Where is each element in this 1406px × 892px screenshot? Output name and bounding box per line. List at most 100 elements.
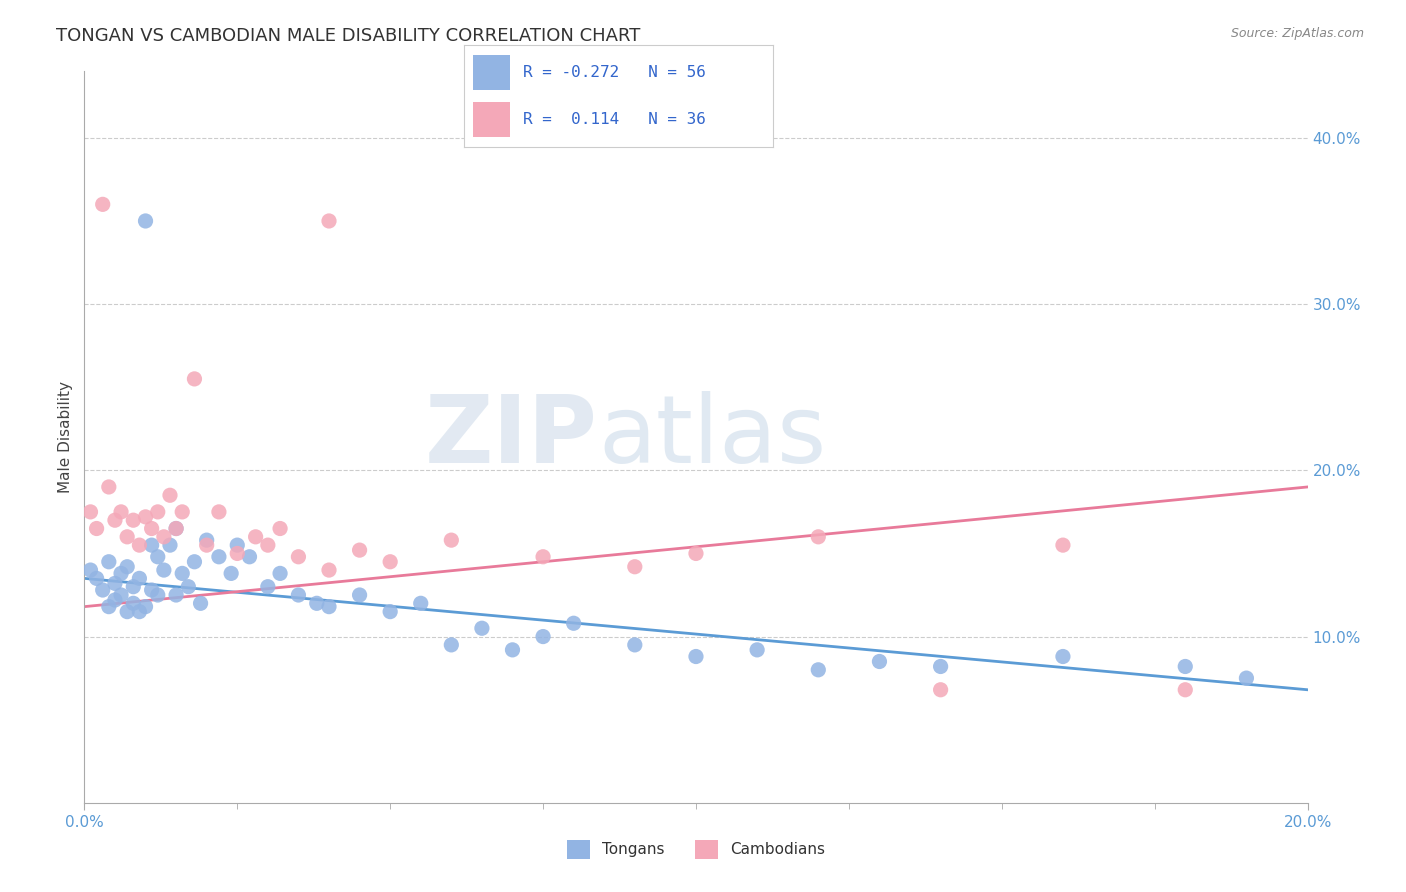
Point bbox=[183, 372, 205, 386]
Point bbox=[146, 588, 169, 602]
Point bbox=[153, 530, 176, 544]
Point bbox=[141, 582, 163, 597]
Point bbox=[104, 576, 127, 591]
Point bbox=[135, 214, 157, 228]
Point bbox=[685, 649, 707, 664]
Point bbox=[165, 521, 187, 535]
Point bbox=[172, 505, 194, 519]
Point bbox=[104, 593, 127, 607]
Point bbox=[122, 596, 145, 610]
Point bbox=[122, 580, 145, 594]
Point bbox=[97, 599, 120, 614]
Y-axis label: Male Disability: Male Disability bbox=[58, 381, 73, 493]
Point bbox=[219, 566, 242, 581]
Point bbox=[190, 596, 212, 610]
Point bbox=[128, 605, 150, 619]
Legend: Tongans, Cambodians: Tongans, Cambodians bbox=[561, 834, 831, 864]
Point bbox=[86, 521, 108, 535]
FancyBboxPatch shape bbox=[474, 55, 510, 90]
Point bbox=[153, 563, 176, 577]
Point bbox=[146, 549, 169, 564]
Point bbox=[349, 543, 371, 558]
Point bbox=[122, 513, 145, 527]
Point bbox=[349, 588, 371, 602]
Point bbox=[257, 538, 280, 552]
Point bbox=[141, 521, 163, 535]
Point bbox=[165, 588, 187, 602]
Point bbox=[869, 655, 891, 669]
Point bbox=[1052, 649, 1074, 664]
Point bbox=[208, 549, 231, 564]
Point bbox=[531, 549, 554, 564]
Point bbox=[562, 616, 585, 631]
Point bbox=[440, 533, 463, 548]
Point bbox=[929, 659, 952, 673]
Point bbox=[115, 559, 138, 574]
Point bbox=[287, 549, 309, 564]
Point bbox=[91, 197, 114, 211]
Point bbox=[807, 530, 830, 544]
Point bbox=[104, 513, 127, 527]
Point bbox=[257, 580, 280, 594]
Point bbox=[1052, 538, 1074, 552]
Text: TONGAN VS CAMBODIAN MALE DISABILITY CORRELATION CHART: TONGAN VS CAMBODIAN MALE DISABILITY CORR… bbox=[56, 27, 641, 45]
Point bbox=[624, 559, 647, 574]
Point bbox=[807, 663, 830, 677]
Point bbox=[183, 555, 205, 569]
Point bbox=[380, 605, 402, 619]
Point bbox=[135, 509, 157, 524]
Point bbox=[195, 538, 218, 552]
Point bbox=[318, 563, 340, 577]
Point bbox=[128, 571, 150, 585]
Point bbox=[1236, 671, 1258, 685]
Point bbox=[226, 546, 249, 560]
Point bbox=[1174, 682, 1197, 697]
Point bbox=[135, 599, 157, 614]
Point bbox=[115, 605, 138, 619]
Point bbox=[86, 571, 108, 585]
Point bbox=[110, 566, 132, 581]
Text: R = -0.272   N = 56: R = -0.272 N = 56 bbox=[523, 65, 706, 79]
Point bbox=[79, 505, 101, 519]
Point bbox=[318, 599, 340, 614]
Point bbox=[159, 538, 181, 552]
Point bbox=[128, 538, 150, 552]
Point bbox=[91, 582, 114, 597]
Point bbox=[79, 563, 101, 577]
Text: atlas: atlas bbox=[598, 391, 827, 483]
Point bbox=[440, 638, 463, 652]
FancyBboxPatch shape bbox=[474, 102, 510, 137]
Point bbox=[177, 580, 200, 594]
Point bbox=[238, 549, 260, 564]
Point bbox=[110, 588, 132, 602]
Point bbox=[1174, 659, 1197, 673]
Point bbox=[165, 521, 187, 535]
Point bbox=[287, 588, 309, 602]
Point bbox=[269, 521, 291, 535]
Point bbox=[269, 566, 291, 581]
Point bbox=[318, 214, 340, 228]
Point bbox=[208, 505, 231, 519]
Point bbox=[245, 530, 267, 544]
Point bbox=[409, 596, 432, 610]
Point bbox=[141, 538, 163, 552]
Point bbox=[159, 488, 181, 502]
Point bbox=[747, 643, 769, 657]
Point bbox=[685, 546, 707, 560]
Point bbox=[929, 682, 952, 697]
Point bbox=[172, 566, 194, 581]
Point bbox=[195, 533, 218, 548]
Point bbox=[146, 505, 169, 519]
Point bbox=[624, 638, 647, 652]
Point bbox=[226, 538, 249, 552]
Text: Source: ZipAtlas.com: Source: ZipAtlas.com bbox=[1230, 27, 1364, 40]
Point bbox=[97, 555, 120, 569]
Point bbox=[115, 530, 138, 544]
Text: R =  0.114   N = 36: R = 0.114 N = 36 bbox=[523, 112, 706, 127]
Point bbox=[110, 505, 132, 519]
Point bbox=[97, 480, 120, 494]
Point bbox=[380, 555, 402, 569]
Point bbox=[305, 596, 328, 610]
Point bbox=[502, 643, 524, 657]
Point bbox=[531, 630, 554, 644]
